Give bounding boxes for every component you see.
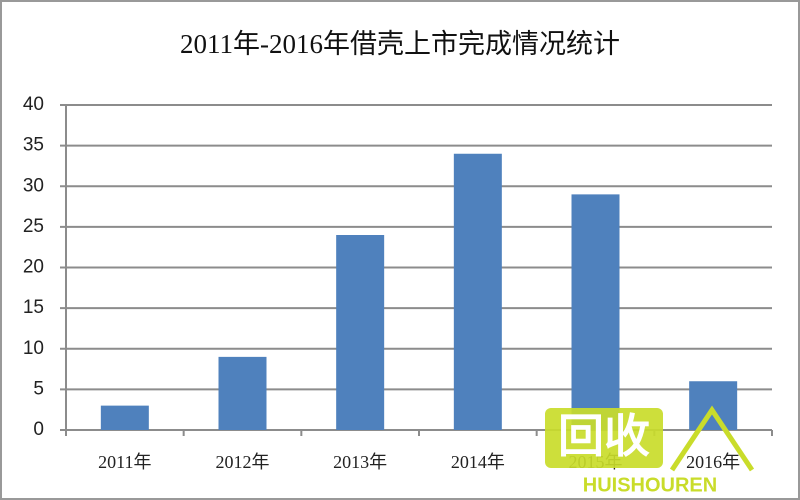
x-tick-label: 2013年 [333, 452, 387, 472]
bar [453, 153, 502, 430]
y-tick-label: 20 [23, 257, 44, 278]
bar [689, 381, 738, 430]
x-tick-label: 2012年 [216, 452, 270, 472]
watermark-logo: 回收 [558, 410, 650, 462]
y-tick-label: 30 [23, 175, 44, 196]
y-tick-label: 40 [23, 94, 44, 115]
y-tick-label: 5 [33, 378, 44, 399]
y-tick-label: 10 [23, 338, 44, 359]
y-tick-label: 15 [23, 297, 44, 318]
chart-title: 2011年-2016年借壳上市完成情况统计 [180, 29, 620, 59]
bar [218, 356, 267, 430]
x-tick-label: 2014年 [451, 452, 505, 472]
watermark-mark [669, 405, 755, 472]
y-tick-label: 35 [23, 135, 44, 156]
x-tick-label: 2011年 [98, 452, 151, 472]
bar [336, 235, 385, 430]
bar [100, 405, 149, 430]
watermark-logo-box [545, 408, 663, 468]
y-tick-label: 25 [23, 216, 44, 237]
bar [571, 194, 620, 430]
x-tick-label: 2016年 [686, 452, 740, 472]
watermark-text: HUISHOUREN [583, 474, 717, 496]
y-tick-label: 0 [33, 419, 44, 440]
